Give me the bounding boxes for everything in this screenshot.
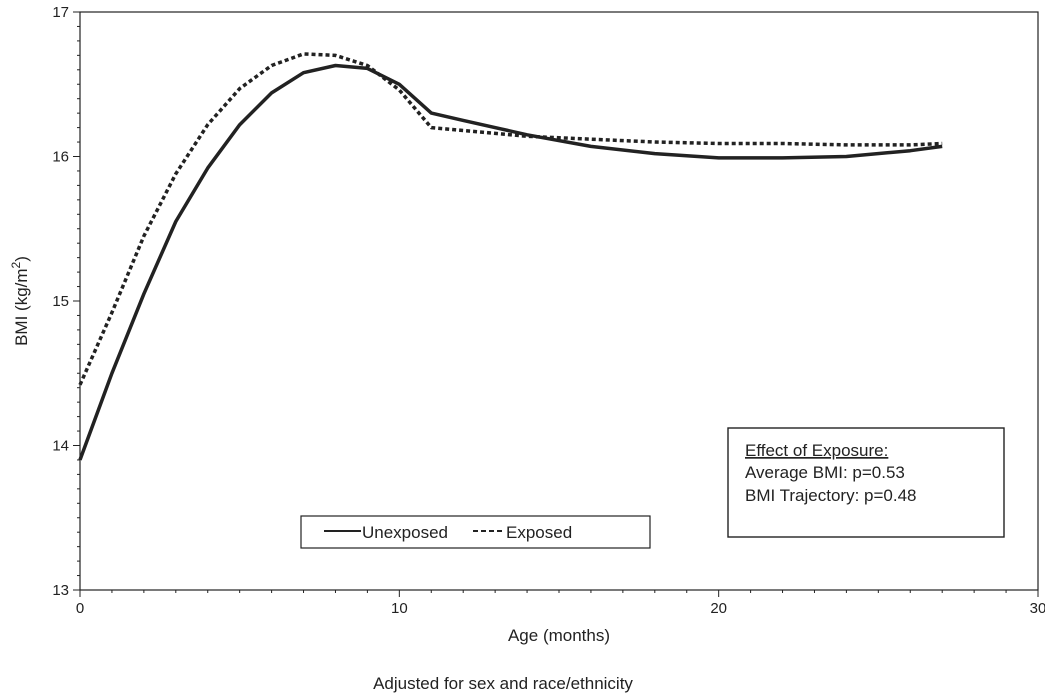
x-tick-label: 0 (76, 600, 84, 617)
annotation-title: Effect of Exposure: (745, 441, 888, 460)
annotation-box: Effect of Exposure: Average BMI: p=0.53 … (727, 427, 1005, 538)
y-tick-label: 15 (52, 293, 69, 310)
chart-note: Adjusted for sex and race/ethnicity (373, 674, 633, 693)
x-tick-label: 10 (391, 600, 408, 617)
x-tick-label: 30 (1030, 600, 1045, 617)
x-tick-label: 20 (710, 600, 727, 617)
series-line-exposed (78, 52, 943, 386)
x-axis-label: Age (months) (508, 626, 610, 645)
y-tick-label: 17 (52, 4, 69, 21)
legend: Unexposed Exposed (300, 515, 651, 549)
y-axis-label-main: BMI (kg/m (12, 268, 31, 345)
y-axis-ticks: 13 14 15 16 17 (52, 4, 80, 599)
y-axis-label-superscript: 2 (9, 261, 23, 268)
annotation-average-bmi: Average BMI: p=0.53 (745, 463, 905, 482)
annotation-frame (727, 427, 1005, 538)
series-line-unexposed (78, 63, 943, 461)
y-axis-label-close: ) (12, 256, 31, 262)
annotation-trajectory: BMI Trajectory: p=0.48 (745, 486, 917, 505)
y-tick-label: 13 (52, 582, 69, 599)
legend-label-unexposed: Unexposed (362, 523, 448, 542)
y-tick-label: 16 (52, 149, 69, 166)
y-tick-label: 14 (52, 438, 69, 455)
series-layer (78, 52, 943, 461)
y-axis-label: BMI (kg/m2) (9, 256, 31, 346)
legend-label-exposed: Exposed (506, 523, 572, 542)
x-axis-ticks: 0 10 20 30 (76, 590, 1045, 617)
